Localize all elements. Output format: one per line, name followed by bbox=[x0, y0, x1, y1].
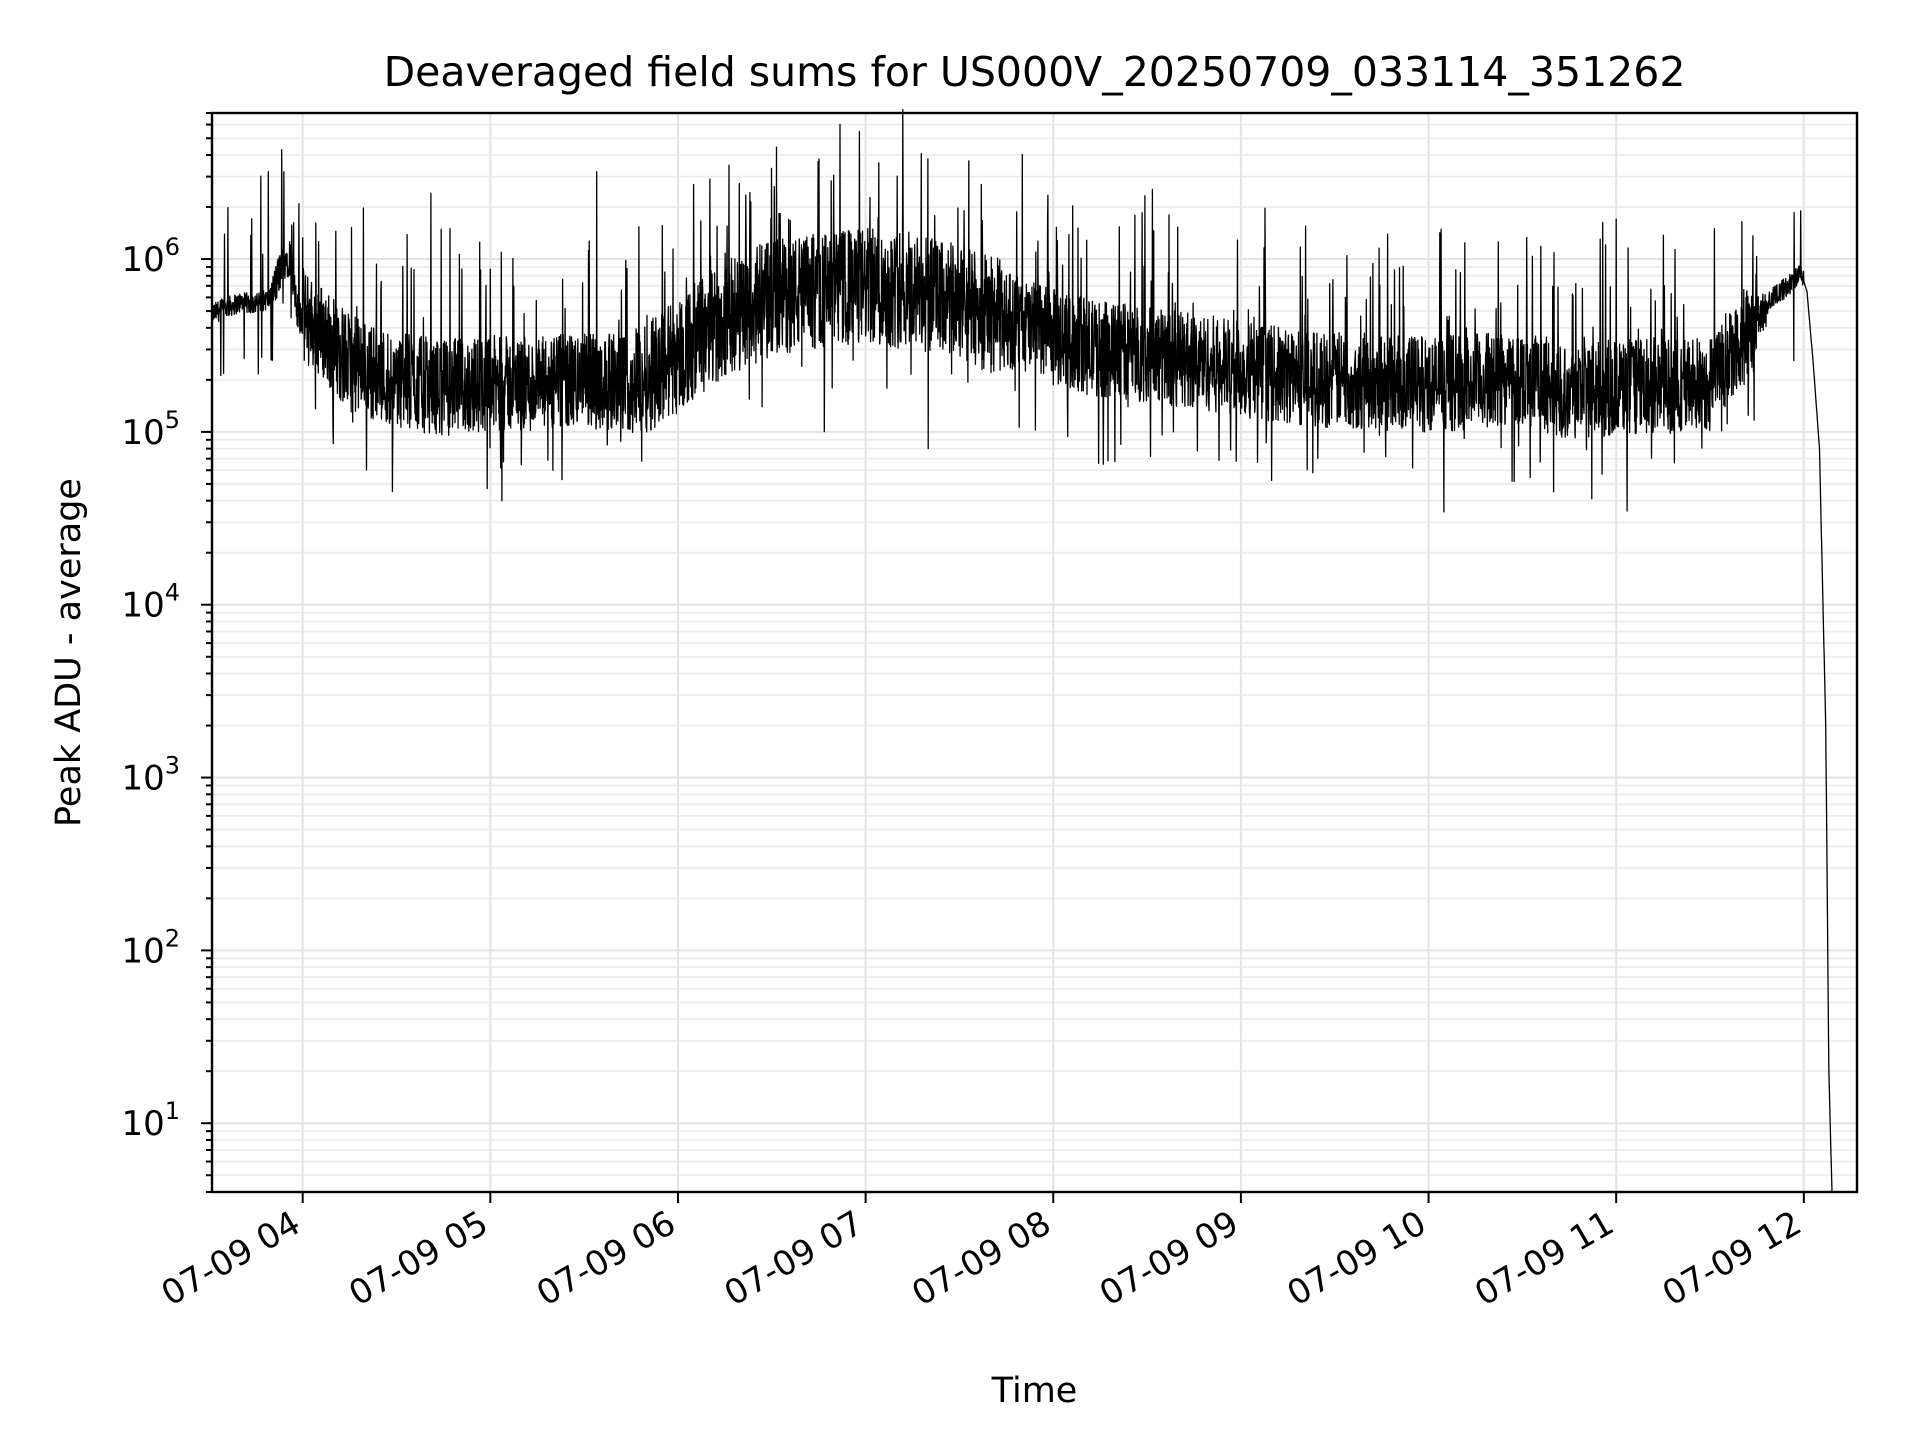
y-axis-label: Peak ADU - average bbox=[49, 478, 89, 827]
y-tick-label: 103 bbox=[121, 752, 180, 799]
x-tick-label: 07-09 12 bbox=[1656, 1203, 1808, 1314]
y-tick-label: 101 bbox=[121, 1097, 180, 1144]
x-tick-label: 07-09 05 bbox=[342, 1203, 494, 1314]
y-tick-label: 104 bbox=[121, 579, 180, 626]
chart-title: Deaveraged field sums for US000V_2025070… bbox=[384, 48, 1686, 96]
y-tick-label: 102 bbox=[121, 924, 180, 971]
x-tick-label: 07-09 09 bbox=[1093, 1203, 1245, 1314]
x-axis: 07-09 04 07-09 05 07-09 06 07-09 07 07-09 08… bbox=[155, 1192, 1808, 1314]
x-tick-label: 07-09 11 bbox=[1468, 1203, 1620, 1314]
y-tick-label: 105 bbox=[121, 406, 180, 453]
x-tick-label: 07-09 08 bbox=[905, 1203, 1057, 1314]
y-tick-label: 106 bbox=[121, 233, 180, 280]
x-tick-label: 07-09 06 bbox=[530, 1203, 682, 1314]
x-tick-label: 07-09 07 bbox=[718, 1203, 870, 1314]
x-tick-label: 07-09 04 bbox=[155, 1203, 307, 1314]
y-axis: 101 102 103 104 105 106 bbox=[121, 112, 212, 1193]
grid bbox=[212, 112, 1857, 1193]
x-tick-label: 07-09 10 bbox=[1281, 1203, 1433, 1314]
plot-frame bbox=[210, 111, 1859, 1194]
series-line bbox=[211, 109, 1833, 1193]
series-layer bbox=[211, 109, 1833, 1193]
x-axis-label: Time bbox=[991, 1371, 1078, 1411]
